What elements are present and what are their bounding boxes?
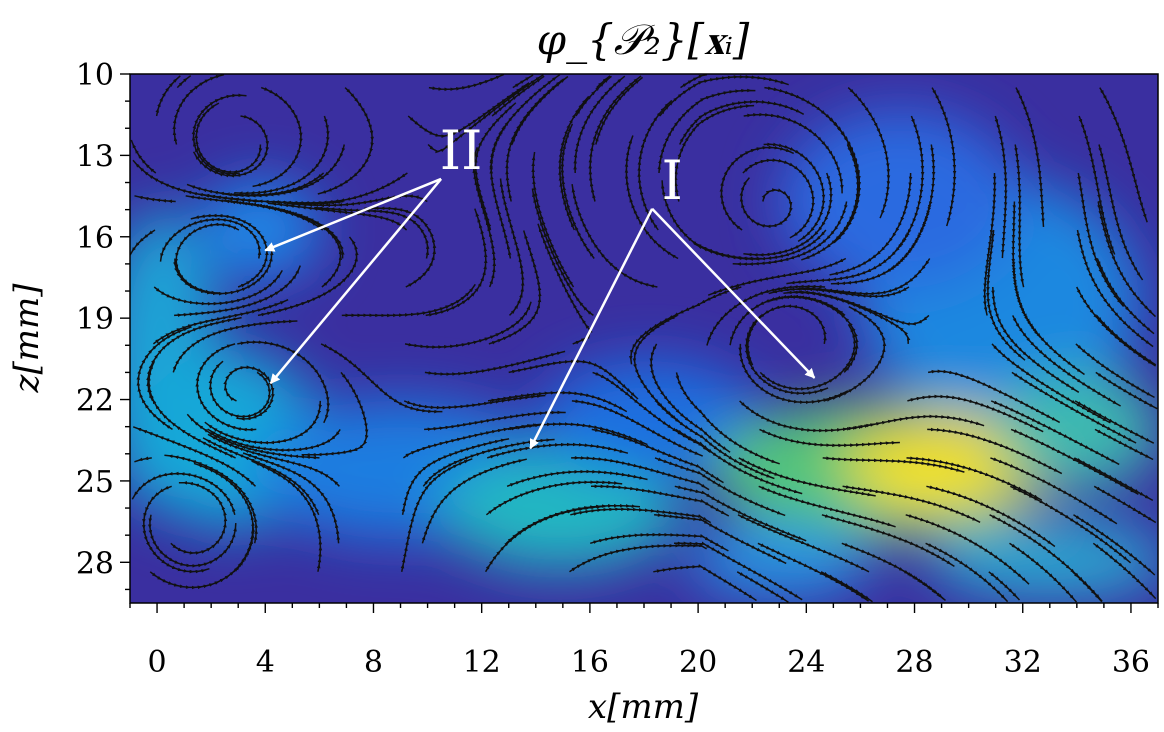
x-tick-label: 36 — [1112, 645, 1150, 680]
annotation-label: II — [440, 119, 483, 182]
streamline — [193, 462, 255, 573]
x-tick-label: 20 — [679, 645, 717, 680]
x-tick-label: 12 — [463, 645, 501, 680]
x-tick-label: 4 — [256, 645, 275, 680]
streamlines — [130, 74, 1158, 603]
annotation-arrow — [529, 208, 654, 450]
streamline — [251, 460, 323, 572]
y-tick-label: 13 — [76, 139, 114, 174]
streamline — [931, 87, 957, 227]
streamline — [1015, 87, 1045, 227]
y-tick-label: 10 — [76, 58, 114, 93]
x-tick-label: 28 — [895, 645, 933, 680]
x-tick-label: 24 — [787, 645, 825, 680]
chart-title: φ_{𝒫₂}[𝐱ᵢ] — [537, 15, 750, 64]
x-tick-label: 0 — [148, 645, 167, 680]
y-tick-label: 16 — [76, 221, 114, 256]
streamline — [759, 428, 900, 448]
y-axis: 10 13 16 19 22 25 28 — [76, 58, 130, 591]
streamline — [1094, 428, 1154, 461]
streamline — [988, 571, 1021, 601]
streamline — [484, 505, 606, 573]
streamline — [364, 206, 437, 288]
annotation-arrow — [651, 207, 816, 379]
streamline — [320, 343, 443, 414]
y-tick-label: 25 — [76, 465, 114, 500]
streamline — [506, 469, 648, 488]
x-axis: 0 4 8 12 16 20 24 28 32 36 — [129, 603, 1159, 680]
streamline — [172, 74, 225, 145]
heatmap-field — [130, 74, 1158, 603]
streamline — [569, 543, 707, 573]
x-tick-label: 8 — [364, 645, 383, 680]
streamline — [820, 571, 873, 603]
annotation-arrow — [269, 178, 443, 385]
x-axis-label: x[mm] — [588, 687, 699, 727]
streamline — [424, 350, 566, 376]
streamline — [1009, 542, 1078, 603]
streamline — [660, 180, 762, 261]
y-tick-label: 22 — [76, 384, 114, 419]
annotations: II I — [264, 119, 816, 450]
y-axis-label: z[mm] — [7, 283, 47, 394]
y-tick-label: 28 — [76, 546, 114, 581]
streamline — [589, 532, 729, 552]
annotation-label: I — [661, 149, 682, 212]
streamline — [843, 414, 985, 431]
x-tick-label: 32 — [1004, 645, 1042, 680]
streamline — [823, 306, 887, 402]
streamline — [1072, 571, 1103, 603]
streamline — [736, 571, 789, 603]
streamline — [130, 229, 156, 256]
streamline — [400, 458, 473, 572]
streamline — [904, 571, 945, 600]
streamline — [673, 104, 755, 202]
annotation-arrow — [264, 177, 442, 252]
streamline — [1092, 542, 1157, 600]
y-tick-label: 19 — [76, 302, 114, 337]
x-tick-label: 16 — [571, 645, 609, 680]
